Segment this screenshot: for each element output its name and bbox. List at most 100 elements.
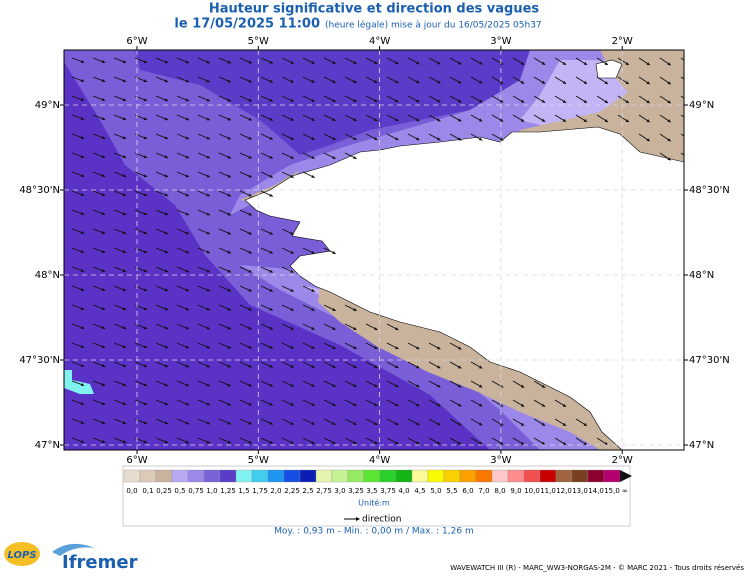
wave-arrow-head: [164, 307, 169, 311]
colorbar-cell: [171, 469, 189, 483]
wave-arrow-head: [667, 81, 671, 85]
wave-arrow-head: [353, 61, 357, 64]
wave-arrow-head: [122, 60, 127, 64]
wave-arrow-head: [688, 157, 691, 160]
wave-arrow-head: [646, 100, 650, 104]
wave-arrow-head: [206, 307, 210, 311]
wave-arrow-head: [562, 422, 567, 426]
wave-arrow-head: [143, 345, 148, 349]
wave-arrow-head: [583, 118, 588, 122]
wave-arrow-head: [416, 118, 420, 122]
wave-arrow-head: [353, 422, 357, 425]
wave-arrow-head: [143, 60, 148, 64]
wave-arrow-head: [437, 441, 441, 445]
wave-arrow-head: [416, 80, 420, 84]
wave-arrow-head: [478, 441, 483, 445]
colorbar-label: 0,1: [142, 487, 153, 495]
wave-arrow-head: [457, 441, 462, 445]
wave-arrow-head: [122, 231, 127, 235]
wave-arrow-head: [269, 383, 273, 387]
wave-arrow-head: [227, 364, 231, 368]
wave-arrow: [680, 152, 684, 156]
wave-arrow-head: [206, 212, 210, 216]
colorbar-cell: [315, 469, 333, 483]
wave-arrow-head: [227, 193, 231, 197]
wave-arrow-head: [583, 99, 588, 103]
colorbar-cell: [459, 469, 477, 483]
wave-arrow-head: [122, 269, 127, 273]
wave-arrow-head: [437, 403, 441, 407]
wave-arrow-head: [437, 365, 441, 369]
wave-arrow-head: [80, 306, 85, 310]
wave-arrow-head: [457, 403, 462, 407]
wave-arrow-head: [311, 174, 315, 178]
wave-arrow-head: [499, 137, 504, 141]
wave-arrow-head: [248, 402, 252, 406]
wave-arrow-head: [353, 137, 357, 140]
wave-arrow-head: [143, 383, 148, 387]
wave-arrow-head: [80, 173, 85, 177]
colorbar-cell: [235, 469, 253, 483]
wave-arrow-head: [101, 231, 106, 235]
wave-arrow-head: [206, 269, 210, 273]
wave-arrow-head: [290, 269, 294, 273]
wave-arrow-head: [625, 62, 629, 66]
wave-arrow-head: [269, 60, 273, 64]
wave-arrow-head: [290, 440, 294, 444]
wave-arrow-head: [499, 118, 504, 122]
wave-arrow-head: [520, 99, 525, 103]
wave-arrow-head: [353, 384, 357, 387]
wave-arrow-head: [206, 326, 210, 330]
wave-arrow-head: [290, 79, 294, 83]
wave-arrow-head: [646, 62, 650, 66]
wave-arrow-head: [164, 440, 169, 444]
colorbar-cell: [363, 469, 381, 483]
wave-arrow-head: [646, 138, 650, 142]
wave-arrow-head: [164, 345, 169, 349]
wave-arrow-head: [101, 79, 106, 83]
wave-arrow-head: [332, 155, 336, 159]
wave-arrow-head: [143, 326, 148, 330]
wave-arrow-head: [227, 421, 231, 425]
wave-arrow-head: [478, 422, 483, 426]
wave-arrow-head: [206, 288, 210, 292]
wave-arrow-head: [416, 61, 420, 65]
wave-arrow-head: [332, 364, 336, 368]
wave-arrow-head: [478, 365, 483, 369]
wave-arrow-head: [499, 99, 504, 103]
wave-arrow-head: [143, 79, 148, 83]
lon-label: 4°W: [369, 455, 390, 466]
wave-arrow-head: [122, 440, 127, 444]
wave-arrow-head: [562, 441, 567, 445]
wave-arrow-head: [416, 99, 420, 103]
lat-label: 47°N: [35, 440, 60, 451]
wave-arrow-head: [248, 307, 252, 311]
wave-arrow-head: [437, 99, 441, 103]
wave-arrow-head: [185, 193, 189, 197]
wave-arrow-head: [353, 118, 357, 121]
wave-arrow-head: [122, 174, 127, 178]
wave-arrow-head: [164, 402, 169, 406]
wave-arrow-head: [604, 62, 608, 65]
wave-arrow-head: [332, 345, 336, 349]
wave-arrow-head: [143, 402, 148, 406]
sea-zone: [135, 50, 530, 155]
colorbar-cell: [155, 469, 173, 483]
wave-arrow-head: [646, 81, 650, 85]
wave-arrow-head: [332, 402, 336, 406]
wave-arrow-head: [143, 212, 148, 216]
wave-arrow: [680, 95, 684, 99]
colorbar-cell: [251, 469, 269, 483]
map: [64, 50, 691, 450]
wave-arrow-head: [269, 117, 273, 121]
wave-arrow-head: [122, 402, 127, 406]
wave-arrow-head: [311, 440, 315, 444]
wave-arrow-head: [164, 212, 169, 216]
colorbar-label: 2,75: [316, 487, 332, 495]
coast: [64, 370, 94, 394]
wave-arrow-head: [206, 364, 210, 368]
wave-arrow-head: [374, 346, 378, 349]
wave-arrow-head: [101, 250, 106, 254]
wave-arrow-head: [520, 61, 525, 65]
wave-arrow-head: [478, 118, 483, 122]
